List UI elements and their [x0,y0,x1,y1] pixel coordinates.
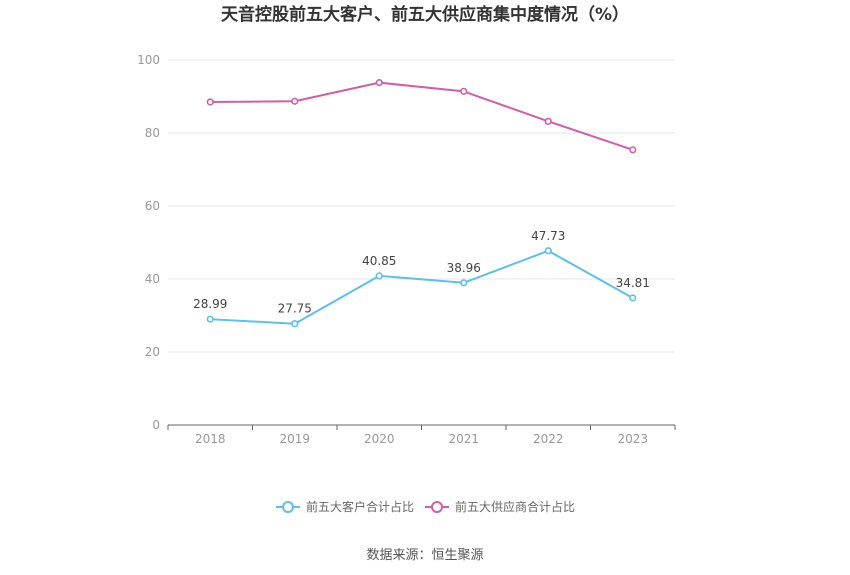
y-tick-label: 100 [137,53,160,67]
series-line [210,249,634,325]
data-point [375,79,383,87]
data-label: 38.96 [447,261,481,275]
y-tick-label: 20 [145,345,160,359]
data-point [206,315,214,323]
x-tick-label: 2019 [279,432,310,446]
data-point [375,272,383,280]
legend-marker [431,501,443,513]
legend-item-1: 前五大供应商合计占比 [425,499,575,514]
y-tick-label: 0 [152,418,160,432]
series-0: 28.99 27.75 40.85 38.96 47.73 34.81 [193,229,650,328]
legend-item-0: 前五大客户合计占比 [276,499,414,514]
series-line [210,81,634,151]
data-label: 40.85 [362,254,396,268]
data-point [460,279,468,287]
y-tick-label: 40 [145,272,160,286]
data-point [206,98,214,106]
y-tick-label: 60 [145,199,160,213]
legend-label: 前五大供应商合计占比 [455,499,575,514]
x-tick-label: 2020 [364,432,395,446]
series: 28.99 27.75 40.85 38.96 47.73 34.81 [193,79,650,328]
data-label: 28.99 [193,297,227,311]
data-label: 27.75 [278,302,312,316]
data-point [291,320,299,328]
legend-marker [282,501,294,513]
data-label: 34.81 [616,276,650,290]
axes: 0 20 40 60 80 100 2018 2019 2020 2021 2022 2023 [137,53,676,446]
data-point [460,87,468,95]
x-tick-label: 2023 [617,432,648,446]
data-point [629,294,637,302]
legend-label: 前五大客户合计占比 [306,499,414,514]
data-label: 47.73 [531,229,565,243]
x-tick-label: 2022 [533,432,564,446]
chart-title: 天音控股前五大客户、前五大供应商集中度情况（%） [221,4,629,25]
data-point [291,97,299,105]
data-point [629,146,637,154]
source-note: 数据来源：恒生聚源 [366,548,483,563]
data-point [544,117,552,125]
data-point [544,247,552,255]
legend: 前五大客户合计占比 前五大供应商合计占比 [276,499,575,514]
grid [168,59,675,353]
y-tick-label: 80 [145,126,160,140]
x-tick-label: 2021 [448,432,479,446]
x-tick-label: 2018 [195,432,226,446]
series-1 [206,79,637,154]
